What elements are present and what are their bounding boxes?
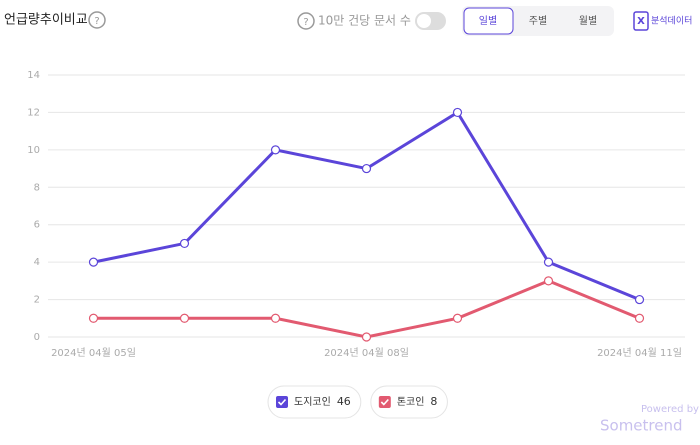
point bbox=[88, 313, 99, 323]
point bbox=[634, 294, 645, 305]
brand: Sometrend bbox=[600, 417, 683, 435]
x-tick-label: 2024년 04월 11일 bbox=[597, 347, 682, 359]
help-icon[interactable] bbox=[88, 11, 106, 29]
x-tick-label: 2024년 04월 05일 bbox=[51, 347, 136, 359]
tab[interactable]: 일별 bbox=[479, 15, 497, 27]
legend-label: 톤코인 bbox=[397, 396, 425, 408]
point bbox=[88, 257, 99, 267]
point bbox=[179, 238, 190, 249]
legend-check bbox=[380, 398, 389, 406]
point bbox=[270, 145, 281, 155]
legend-total: 8 bbox=[430, 395, 437, 408]
y-tick-label: 0 bbox=[34, 332, 40, 343]
legend-item[interactable] bbox=[370, 385, 448, 419]
toggle-label: 10만 건당 문서 수 bbox=[318, 14, 411, 28]
legend-total: 46 bbox=[337, 395, 351, 408]
series-line bbox=[93, 279, 641, 339]
tab[interactable]: 주별 bbox=[529, 15, 547, 27]
point bbox=[270, 313, 281, 323]
y-tick-label: 12 bbox=[27, 107, 40, 118]
export-icon[interactable] bbox=[633, 11, 649, 31]
powered-by: Powered by bbox=[641, 404, 699, 415]
y-tick-label: 6 bbox=[34, 220, 40, 231]
tab[interactable]: 월별 bbox=[579, 15, 597, 27]
y-tick-label: 2 bbox=[34, 295, 40, 306]
point bbox=[543, 276, 554, 286]
point bbox=[452, 313, 463, 323]
tab-active[interactable] bbox=[463, 7, 514, 35]
legend-checkbox bbox=[378, 396, 391, 408]
y-tick-label: 14 bbox=[27, 70, 40, 81]
y-tick-label: 8 bbox=[34, 182, 40, 193]
toggle-knob bbox=[417, 14, 431, 28]
series-line bbox=[93, 110, 641, 301]
point bbox=[361, 163, 372, 174]
help-icon[interactable] bbox=[297, 12, 315, 30]
legend-label: 도지코인 bbox=[294, 396, 331, 408]
point bbox=[634, 313, 645, 323]
y-tick-label: 4 bbox=[34, 257, 40, 268]
y-tick-label: 10 bbox=[27, 145, 40, 156]
export-icon-text: X bbox=[637, 16, 645, 27]
point bbox=[179, 313, 190, 323]
legend-item[interactable] bbox=[267, 385, 362, 419]
point bbox=[452, 107, 463, 118]
x-tick-label: 2024년 04월 08일 bbox=[324, 347, 409, 359]
legend-checkbox bbox=[276, 396, 288, 408]
export-button[interactable]: 분석데이터 bbox=[651, 16, 692, 27]
help-icon-text: ? bbox=[303, 17, 308, 28]
point bbox=[361, 332, 372, 342]
help-icon-text: ? bbox=[94, 16, 99, 27]
chart-title: 언급량추이비교 bbox=[4, 13, 88, 28]
legend-check bbox=[277, 398, 287, 406]
point bbox=[543, 257, 554, 267]
